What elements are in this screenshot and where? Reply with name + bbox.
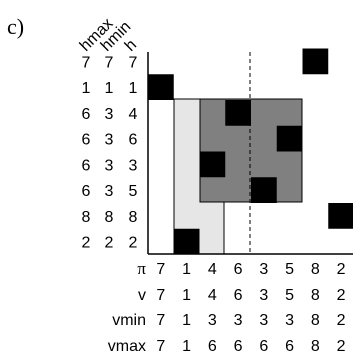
row-hmax-value: 8 <box>82 209 91 226</box>
row-hmax-value: 6 <box>82 132 91 149</box>
row-hmin-value: 7 <box>105 54 114 71</box>
row-h-value: 8 <box>129 209 138 226</box>
bottom-row-value: 6 <box>285 338 294 355</box>
bottom-row-value: 1 <box>182 261 191 278</box>
bottom-row-label: π <box>137 259 146 278</box>
row-hmin-value: 1 <box>105 80 114 97</box>
bottom-row-value: 2 <box>337 261 346 278</box>
bottom-row-value: 3 <box>259 287 268 304</box>
bottom-row-value: 3 <box>285 312 294 329</box>
bottom-row-value: 1 <box>182 287 191 304</box>
header-h: h <box>122 37 140 55</box>
row-h-value: 2 <box>129 235 138 252</box>
bottom-row-value: 6 <box>234 338 243 355</box>
bottom-row-value: 6 <box>234 287 243 304</box>
row-hmax-value: 1 <box>82 80 91 97</box>
bottom-row-value: 5 <box>285 287 294 304</box>
row-hmax-value: 6 <box>82 157 91 174</box>
bottom-row-value: 7 <box>156 338 165 355</box>
row-h-value: 1 <box>129 80 138 97</box>
row-h-value: 7 <box>129 54 138 71</box>
bottom-row-value: 6 <box>234 261 243 278</box>
row-hmin-value: 3 <box>105 132 114 149</box>
bottom-row-value: 3 <box>259 312 268 329</box>
bottom-row-value: 8 <box>311 261 320 278</box>
bottom-row-value: 2 <box>337 287 346 304</box>
filled-cell <box>328 203 353 229</box>
filled-cell <box>173 228 200 255</box>
row-h-value: 6 <box>129 132 138 149</box>
row-h-value: 3 <box>129 157 138 174</box>
row-hmax-value: 7 <box>82 54 91 71</box>
bottom-row-value: 1 <box>182 312 191 329</box>
bottom-row-value: 5 <box>285 261 294 278</box>
bottom-row-value: 2 <box>337 338 346 355</box>
row-value-table: 7 7 71 1 16 3 46 3 66 3 36 3 58 8 82 2 2 <box>82 54 138 251</box>
filled-cell <box>148 74 174 100</box>
filled-cell <box>302 48 329 75</box>
bottom-row-value: 6 <box>208 338 217 355</box>
panel-label: c) <box>7 14 24 39</box>
row-hmin-value: 3 <box>105 183 114 200</box>
bottom-row-value: 8 <box>311 338 320 355</box>
bottom-row-value: 8 <box>311 312 320 329</box>
row-hmin-value: 3 <box>105 157 114 174</box>
filled-cell <box>276 125 303 152</box>
row-h-value: 5 <box>129 183 138 200</box>
filled-cell <box>199 151 226 178</box>
bottom-row-value: 7 <box>156 261 165 278</box>
bottom-row-value: 7 <box>156 287 165 304</box>
filled-cells <box>148 48 353 255</box>
bottom-row-label: vmin <box>112 312 146 329</box>
bottom-row-value: 2 <box>337 312 346 329</box>
filled-cell <box>225 100 251 126</box>
bottom-row-label: v <box>138 287 146 304</box>
bottom-row-value: 3 <box>234 312 243 329</box>
row-hmax-value: 6 <box>82 183 91 200</box>
row-hmin-value: 2 <box>105 235 114 252</box>
bottom-row-value: 3 <box>259 261 268 278</box>
bottom-row-value: 7 <box>156 312 165 329</box>
filled-cell <box>251 177 277 203</box>
bottom-row-value: 4 <box>208 287 217 304</box>
bottom-row-value: 3 <box>208 312 217 329</box>
bottom-row-value: 6 <box>259 338 268 355</box>
bottom-row-value: 1 <box>182 338 191 355</box>
row-h-value: 4 <box>129 106 138 123</box>
bottom-row-label: vmax <box>108 338 146 355</box>
row-hmin-value: 3 <box>105 106 114 123</box>
row-hmax-value: 6 <box>82 106 91 123</box>
bottom-row-value: 8 <box>311 287 320 304</box>
row-hmax-value: 2 <box>82 235 91 252</box>
bottom-row-value: 4 <box>208 261 217 278</box>
row-hmin-value: 8 <box>105 209 114 226</box>
